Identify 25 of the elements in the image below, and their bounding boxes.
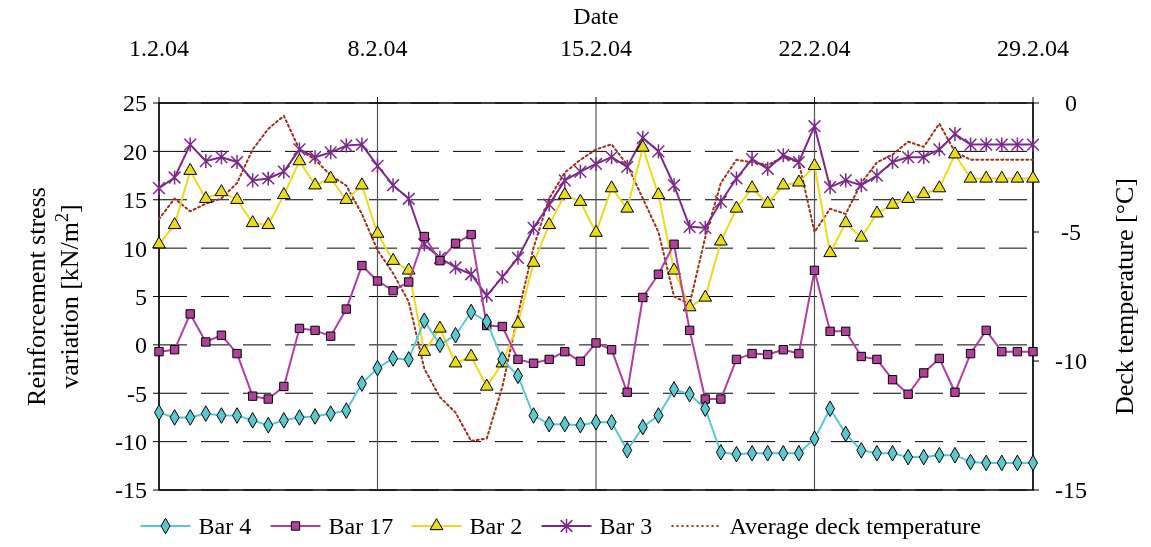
y2-tick-label: -5 <box>1061 219 1081 246</box>
y-tick-label: -10 <box>115 429 147 456</box>
x-tick-label: 1.2.04 <box>129 35 189 61</box>
y-tick-label: 20 <box>123 138 147 165</box>
legend-label: Bar 4 <box>198 513 252 540</box>
x-tick-label: 8.2.04 <box>347 35 408 61</box>
y2-tick-label: -15 <box>1055 477 1087 504</box>
y-tick-label: 5 <box>135 283 147 310</box>
x-tick-label: 29.2.04 <box>997 35 1069 61</box>
x-tick-label: 15.2.04 <box>560 35 632 61</box>
x-axis-title: Date <box>573 3 619 29</box>
y2-tick-label: 0 <box>1065 90 1077 117</box>
y2-axis-title: Deck temperature [°C] <box>1110 177 1139 416</box>
legend-label: Bar 2 <box>469 513 523 540</box>
y2-tick-label: -10 <box>1055 348 1087 375</box>
y-tick-label: 25 <box>123 90 147 117</box>
y-tick-label: 0 <box>135 332 147 359</box>
legend-label: Bar 3 <box>599 513 653 540</box>
legend-label: Bar 17 <box>328 513 394 540</box>
y-tick-label: 15 <box>123 187 147 214</box>
y-tick-label: 10 <box>123 235 147 262</box>
x-tick-label: 22.2.04 <box>778 35 851 61</box>
y-tick-label: -15 <box>115 477 147 504</box>
legend-label: Average deck temperature <box>729 513 981 540</box>
y-tick-label: -5 <box>127 380 147 407</box>
